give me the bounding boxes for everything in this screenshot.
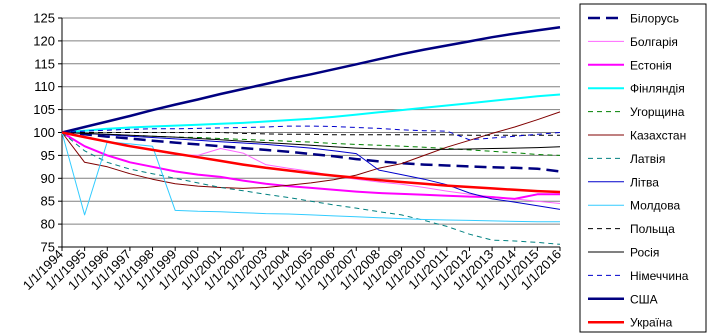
- legend-label: Молдова: [630, 199, 680, 213]
- series-line-7: [61, 132, 561, 245]
- y-tick-label: 110: [34, 79, 55, 94]
- y-tick-label: 100: [33, 125, 55, 140]
- y-tick-label: 85: [41, 194, 55, 209]
- legend-label: Росія: [630, 246, 659, 260]
- y-tick-label: 120: [33, 33, 55, 48]
- series-lines: [61, 25, 561, 245]
- axes: 75808590951001051101151201251/1/19941/1/…: [20, 11, 564, 293]
- series-line-11: [61, 132, 561, 150]
- legend-label: Україна: [630, 316, 673, 330]
- y-tick-label: 105: [33, 102, 55, 117]
- series-line-6: [61, 111, 561, 189]
- y-tick-label: 125: [33, 11, 55, 26]
- y-tick-label: 95: [41, 148, 55, 163]
- legend-label: Білорусь: [630, 12, 679, 26]
- y-tick-label: 80: [41, 217, 55, 232]
- y-tick-label: 75: [41, 240, 55, 255]
- legend-label: Естонія: [630, 58, 672, 72]
- y-tick-label: 90: [41, 171, 55, 186]
- legend-label: Німеччина: [630, 269, 689, 283]
- legend: Білорусь Болгарія Естонія Фінляндія Угорщина…: [579, 3, 707, 333]
- series-line-10: [62, 132, 560, 136]
- legend-label: Фінляндія: [630, 82, 685, 96]
- series-line-8: [61, 132, 561, 210]
- legend-label: Літва: [630, 175, 659, 189]
- legend-label: США: [630, 292, 658, 306]
- legend-label: Угорщина: [630, 105, 685, 119]
- legend-label: Польща: [630, 222, 675, 236]
- series-line-13: [61, 25, 561, 134]
- series-line-1: [61, 131, 561, 173]
- series-line-12: [61, 125, 561, 141]
- legend-label: Латвія: [630, 152, 665, 166]
- series-line-4: [61, 93, 561, 134]
- series-line-14: [61, 131, 561, 194]
- legend-label: Болгарія: [630, 35, 678, 49]
- series-line-3: [61, 131, 560, 200]
- series-line-9: [61, 132, 560, 223]
- legend-box: [579, 3, 707, 333]
- legend-label: Казахстан: [630, 129, 686, 143]
- y-tick-label: 115: [34, 56, 55, 71]
